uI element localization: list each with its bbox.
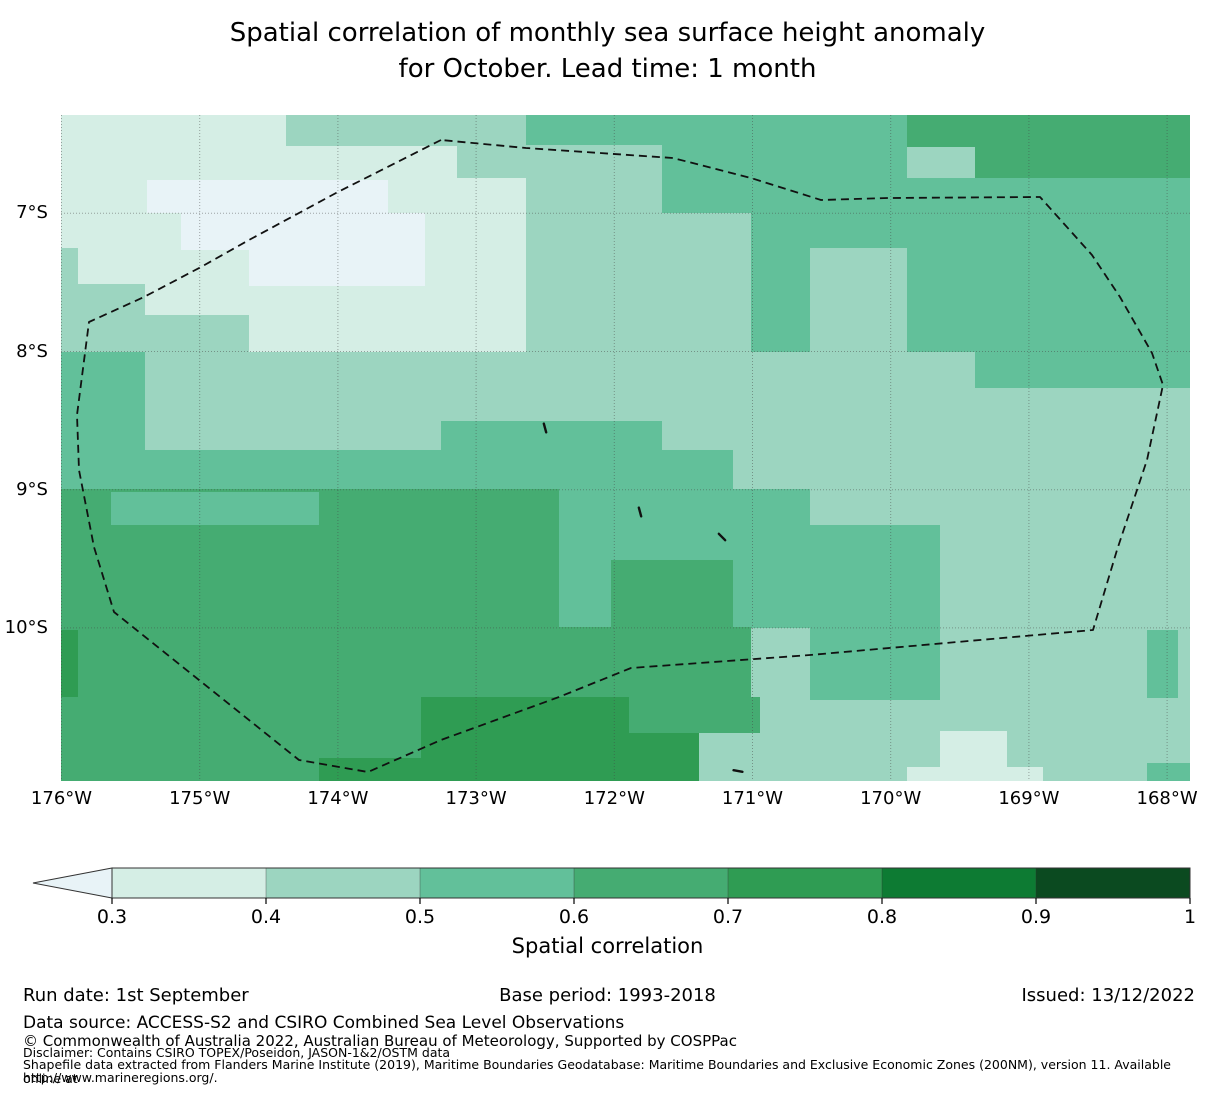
heatmap-cell (1147, 630, 1178, 698)
heatmap-cell (810, 525, 940, 700)
colorbar-segment (1036, 868, 1190, 898)
colorbar-segment (882, 868, 1036, 898)
base-period-label: Base period: 1993-2018 (499, 985, 716, 1006)
colorbar-tick-label: 0.4 (250, 906, 282, 928)
y-tick-label: 10°S (4, 616, 48, 638)
island-mark (637, 506, 643, 518)
colorbar-segment (112, 868, 266, 898)
colorbar-segment (420, 868, 574, 898)
heatmap-cell (907, 115, 975, 147)
issued-date-label: Issued: 13/12/2022 (1021, 985, 1195, 1006)
colorbar-segment (266, 868, 420, 898)
heatmap-cell (441, 421, 662, 450)
disclaimer-label: Disclaimer: Contains CSIRO TOPEX/Poseido… (23, 1045, 451, 1060)
colorbar-segment (574, 868, 728, 898)
map-plot-area (61, 115, 1190, 781)
colorbar-title: Spatial correlation (511, 934, 704, 958)
heatmap-cell (145, 315, 249, 352)
heatmap-cell (975, 115, 1190, 178)
copyright-label: © Commonwealth of Australia 2022, Austra… (23, 1032, 737, 1050)
heatmap-cell (111, 492, 319, 525)
colorbar (32, 867, 1191, 904)
correlation-heatmap (61, 115, 1190, 781)
data-source-label: Data source: ACCESS-S2 and CSIRO Combine… (23, 1013, 625, 1033)
heatmap-cell (611, 560, 733, 628)
heatmap-cell (629, 697, 760, 733)
heatmap-cell (810, 248, 907, 352)
island-mark (542, 422, 548, 434)
heatmap-cell (147, 180, 388, 213)
colorbar-tick-label: 0.6 (558, 906, 590, 928)
heatmap-cell (1147, 763, 1190, 781)
chart-title-line2: for October. Lead time: 1 month (398, 54, 817, 84)
x-tick-label: 175°W (169, 788, 231, 809)
x-tick-label: 171°W (721, 788, 784, 809)
heatmap-cell (319, 758, 458, 781)
chart-title-line1: Spatial correlation of monthly sea surfa… (229, 18, 986, 48)
shapefile-attribution-line1: Shapefile data extracted from Flanders M… (23, 1057, 1171, 1086)
island-mark (717, 532, 727, 542)
heatmap-cell (629, 733, 699, 781)
shapefile-attribution-url: http://www.marineregions.org/. (23, 1070, 218, 1085)
heatmap-cell (61, 248, 78, 284)
eez-boundary-line (76, 139, 1164, 773)
y-tick-label: 9°S (16, 478, 48, 500)
x-tick-label: 174°W (307, 788, 369, 809)
x-tick-label: 176°W (30, 788, 93, 809)
colorbar-under-arrow (32, 867, 113, 899)
heatmap-cell (61, 630, 78, 698)
heatmap-cell (61, 627, 751, 697)
run-date-label: Run date: 1st September (23, 985, 249, 1006)
colorbar-segment (728, 868, 882, 898)
heatmap-cell (662, 115, 907, 213)
colorbar-tick-label: 0.3 (96, 906, 128, 928)
y-tick-label: 8°S (16, 340, 48, 362)
colorbar-tick-label: 0.8 (866, 906, 898, 928)
x-tick-label: 168°W (1136, 788, 1198, 809)
x-tick-label: 172°W (583, 788, 645, 809)
heatmap-cell (61, 284, 145, 352)
heatmap-cell (940, 731, 1007, 767)
colorbar-tick-label: 0.7 (712, 906, 744, 928)
y-tick-label: 7°S (16, 202, 48, 224)
colorbar-tick-label: 0.5 (404, 906, 436, 928)
colorbar-tick-label: 0.9 (1020, 906, 1052, 928)
x-tick-label: 170°W (860, 788, 922, 809)
x-tick-label: 169°W (998, 788, 1060, 809)
colorbar-outline (111, 867, 1191, 899)
heatmap-cell (61, 450, 733, 489)
x-tick-label: 173°W (445, 788, 507, 809)
heatmap-cell (249, 250, 425, 286)
heatmap-cell (907, 767, 1043, 781)
heatmap-cell (526, 115, 662, 145)
colorbar-tick-label: 1 (1183, 906, 1197, 928)
island-mark (732, 769, 744, 773)
heatmap-cell (181, 213, 425, 250)
